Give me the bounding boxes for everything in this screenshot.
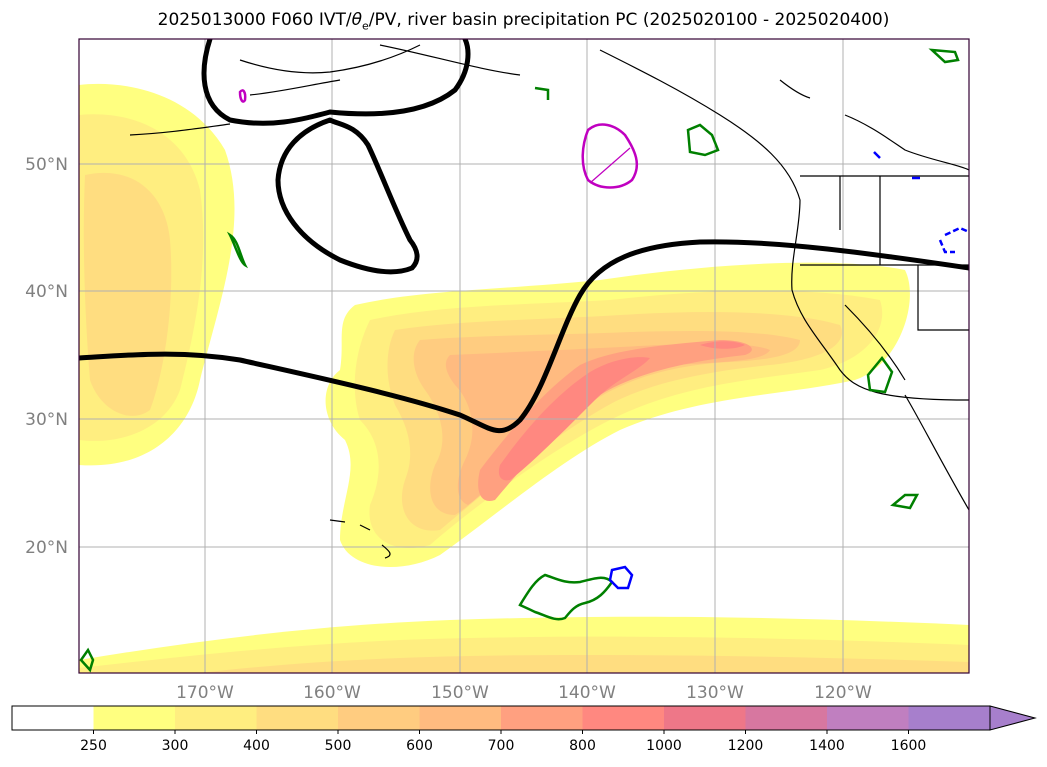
colorbar-segment <box>12 706 94 730</box>
colorbar-segment <box>827 706 909 730</box>
colorbar-segment <box>419 706 502 730</box>
colorbar-tick-label: 250 <box>80 738 107 754</box>
colorbar-segment <box>501 706 583 730</box>
colorbar-segment <box>93 706 176 730</box>
map-frame <box>78 38 970 674</box>
colorbar-segment <box>745 706 828 730</box>
blue-contours <box>608 151 969 590</box>
colorbar-tick-label: 800 <box>569 738 596 754</box>
title-rest: /PV, river basin precipitation PC (20250… <box>368 10 890 30</box>
ivt-shading-south <box>79 616 969 673</box>
colorbar-tick-label: 700 <box>488 738 515 754</box>
lat-label-30n: 30°N <box>25 410 68 430</box>
lat-label-50n: 50°N <box>25 155 68 175</box>
lon-label-170w: 170°W <box>176 683 234 703</box>
title-subscript: e <box>362 19 369 33</box>
colorbar-tick-label: 1000 <box>646 738 682 754</box>
chart-title: 2025013000 F060 IVT/θe/PV, river basin p… <box>0 10 1047 32</box>
colorbar-segment <box>256 706 339 730</box>
coastlines <box>129 44 969 559</box>
magenta-contours <box>238 89 639 189</box>
title-theta: θ <box>351 10 362 30</box>
colorbar-tick-label: 1600 <box>891 738 927 754</box>
colorbar-tick-label: 1200 <box>728 738 764 754</box>
colorbar: 250 300 400 500 600 700 800 1000 1200 1400 1600 <box>11 705 1037 754</box>
lat-label-40n: 40°N <box>25 282 68 302</box>
lon-label-140w: 140°W <box>558 683 616 703</box>
green-contours <box>79 48 960 673</box>
colorbar-tick-label: 1400 <box>809 738 845 754</box>
colorbar-extend-arrow <box>989 705 1037 731</box>
colorbar-tick-label: 600 <box>406 738 433 754</box>
lon-label-160w: 160°W <box>303 683 361 703</box>
map-panel <box>79 39 969 673</box>
pv-contours <box>79 39 969 433</box>
lat-label-20n: 20°N <box>25 538 68 558</box>
colorbar-segment <box>664 706 746 730</box>
colorbar-tick-label: 400 <box>243 738 270 754</box>
colorbar-segment <box>582 706 665 730</box>
colorbar-tick-label: 300 <box>162 738 189 754</box>
title-main: 2025013000 F060 IVT/ <box>157 10 352 30</box>
lon-label-130w: 130°W <box>686 683 744 703</box>
colorbar-segment <box>338 706 420 730</box>
colorbar-tick-label: 500 <box>325 738 352 754</box>
lon-label-150w: 150°W <box>431 683 489 703</box>
lon-label-120w: 120°W <box>814 683 872 703</box>
colorbar-segment <box>908 706 991 730</box>
colorbar-segment <box>175 706 257 730</box>
